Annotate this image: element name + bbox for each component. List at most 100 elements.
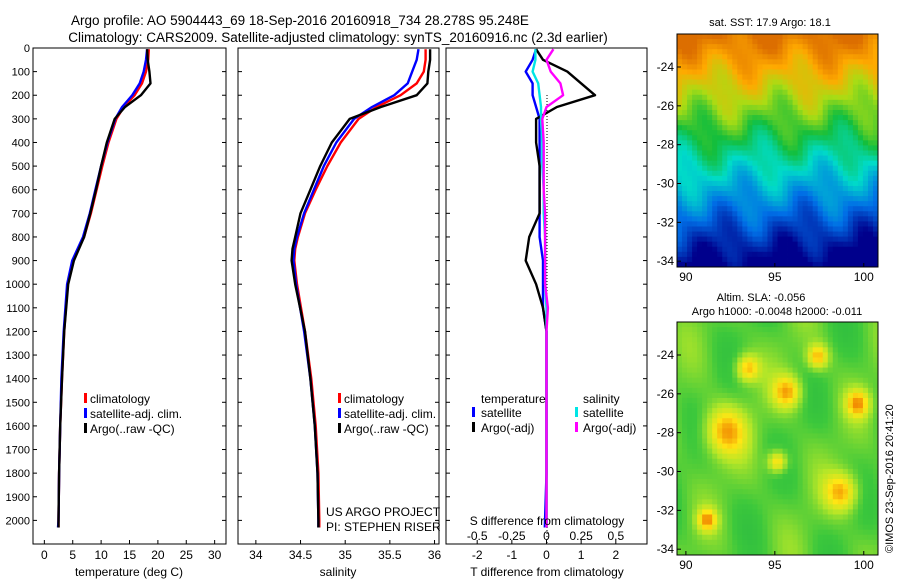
- map-cell: [702, 494, 708, 500]
- map-cell: [837, 332, 844, 338]
- map-cell: [687, 342, 693, 348]
- map-cell: [747, 226, 753, 232]
- map-cell: [822, 509, 829, 515]
- map-cell: [697, 99, 703, 106]
- map-cell: [862, 418, 869, 424]
- map-cell: [797, 494, 804, 500]
- map-cell: [852, 74, 859, 80]
- map-cell: [752, 130, 758, 136]
- map-cell: [852, 104, 859, 111]
- map-cell: [727, 392, 733, 399]
- map-cell: [762, 256, 768, 263]
- map-cell: [762, 489, 768, 495]
- map-cell: [732, 458, 738, 465]
- map-cell: [697, 130, 703, 136]
- map-cell: [822, 196, 829, 202]
- map-cell: [757, 423, 763, 429]
- map-cell: [677, 549, 683, 556]
- map-cell: [857, 453, 864, 460]
- map-cell: [782, 236, 788, 243]
- map-cell: [732, 382, 738, 389]
- map-cell: [857, 256, 864, 263]
- map-cell: [697, 59, 703, 65]
- map-cell: [842, 463, 849, 470]
- map-cell: [767, 392, 773, 399]
- map-cell: [787, 79, 793, 86]
- map-cell: [782, 529, 788, 536]
- map-cell: [722, 372, 728, 379]
- map-cell: [732, 418, 738, 424]
- y-tick-label: 900: [12, 256, 30, 268]
- map-cell: [862, 377, 869, 384]
- map-cell: [822, 438, 829, 444]
- map-cell: [767, 130, 773, 136]
- map-cell: [727, 484, 733, 490]
- map-cell: [722, 428, 728, 434]
- map-cell: [677, 115, 683, 121]
- map-cell: [782, 357, 788, 363]
- map-cell: [747, 39, 753, 45]
- map-cell: [702, 347, 708, 353]
- map-cell: [812, 387, 819, 394]
- map-cell: [762, 357, 768, 363]
- map-cell: [762, 544, 768, 551]
- map-cell: [842, 175, 849, 182]
- map-cell: [792, 413, 799, 419]
- map-cell: [687, 211, 693, 217]
- map-cell: [852, 544, 859, 551]
- map-cell: [787, 337, 793, 343]
- map-cell: [847, 251, 854, 258]
- map-cell: [687, 433, 693, 439]
- map-cell: [727, 84, 733, 91]
- map-cell: [767, 196, 773, 202]
- map-cell: [757, 145, 763, 151]
- sst-map-panel: sat. SST: 17.9 Argo: 18.1 90 95 100-24-26-…: [657, 17, 879, 284]
- map-cell: [677, 479, 683, 485]
- map-cell: [802, 251, 809, 258]
- map-cell: [802, 241, 809, 248]
- map-cell: [847, 337, 854, 343]
- map-cell: [792, 524, 799, 531]
- map-cell: [817, 322, 824, 328]
- map-cell: [717, 519, 723, 526]
- map-cell: [807, 261, 814, 268]
- map-cell: [677, 397, 683, 404]
- map-cell: [817, 438, 824, 444]
- map-cell: [707, 39, 713, 45]
- map-cell: [702, 109, 708, 116]
- map-cell: [847, 155, 854, 162]
- map-cell: [757, 484, 763, 490]
- map-cell: [742, 261, 748, 268]
- map-cell: [722, 352, 728, 358]
- map-cell: [717, 479, 723, 485]
- map-cell: [822, 170, 829, 177]
- map-cell: [832, 347, 839, 353]
- map-cell: [872, 246, 879, 253]
- map-x-tick-label: 95: [768, 558, 782, 572]
- map-cell: [842, 413, 849, 419]
- map-cell: [797, 423, 804, 429]
- map-cell: [687, 130, 693, 136]
- map-cell: [742, 489, 748, 495]
- map-cell: [852, 165, 859, 172]
- map-cell: [717, 180, 723, 187]
- map-cell: [812, 120, 819, 126]
- map-cell: [692, 443, 698, 450]
- map-cell: [867, 347, 874, 353]
- map-cell: [827, 69, 834, 75]
- map-cell: [832, 534, 839, 541]
- map-cell: [682, 120, 688, 126]
- map-cell: [692, 34, 698, 40]
- x-tick-label: 0: [543, 548, 550, 562]
- map-cell: [722, 246, 728, 253]
- map-cell: [872, 408, 879, 414]
- map-cell: [832, 64, 839, 70]
- map-cell: [837, 463, 844, 470]
- map-cell: [812, 125, 819, 131]
- map-cell: [817, 206, 824, 212]
- map-cell: [812, 463, 819, 470]
- map-cell: [687, 125, 693, 131]
- map-cell: [852, 337, 859, 343]
- map-cell: [777, 160, 783, 167]
- map-cell: [687, 458, 693, 465]
